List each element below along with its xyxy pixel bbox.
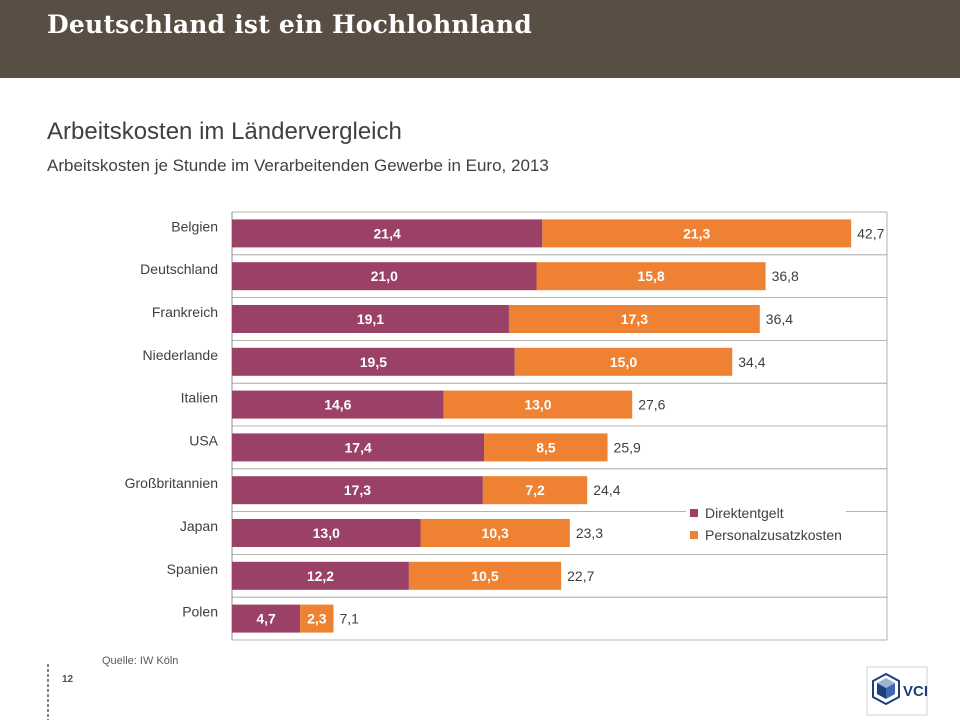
legend-swatch-personalzusatzkosten: [690, 531, 698, 539]
category-label: Frankreich: [152, 304, 218, 320]
legend-label-direktentgelt: Direktentgelt: [705, 505, 784, 521]
category-label: Polen: [182, 604, 218, 620]
chart-subtitle: Arbeitskosten je Stunde im Verarbeitende…: [47, 156, 549, 175]
bar-personalzusatzkosten: [484, 433, 608, 462]
bar-value-label: 21,3: [683, 225, 710, 241]
chart-title: Arbeitskosten im Ländervergleich: [47, 118, 402, 145]
category-label: Spanien: [167, 561, 218, 577]
bar-value-label: 17,3: [344, 482, 371, 498]
bar-direktentgelt: [232, 390, 444, 419]
bar-value-label: 12,2: [307, 568, 334, 584]
bar-value-label: 2,3: [307, 611, 327, 627]
bar-personalzusatzkosten: [443, 390, 633, 419]
left-decoration: [47, 664, 49, 720]
bar-personalzusatzkosten: [542, 219, 852, 248]
bar-chart: Belgien 21,4 21,3 42,7 Deutschland 21,0 15,8 36…: [125, 211, 888, 641]
bar-value-label: 4,7: [256, 611, 276, 627]
total-label: 27,6: [638, 397, 665, 413]
bar-value-label: 19,5: [360, 354, 387, 370]
bar-personalzusatzkosten: [508, 305, 760, 333]
bar-value-label: 21,4: [374, 225, 401, 241]
bar-direktentgelt: [232, 604, 301, 633]
total-label: 22,7: [567, 568, 594, 584]
bar-value-label: 14,6: [324, 397, 351, 413]
bar-personalzusatzkosten: [482, 476, 588, 505]
category-label: USA: [189, 432, 218, 448]
bar-value-label: 13,0: [524, 397, 551, 413]
legend-item-direktentgelt: Direktentgelt: [690, 502, 842, 524]
bar-direktentgelt: [232, 433, 485, 462]
page-number: 12: [62, 674, 74, 685]
bar-personalzusatzkosten: [536, 262, 766, 291]
total-label: 23,3: [576, 525, 603, 541]
bar-value-label: 19,1: [357, 311, 384, 327]
bar-value-label: 10,3: [482, 525, 509, 541]
bar-value-label: 21,0: [371, 268, 398, 284]
bar-direktentgelt: [232, 476, 483, 505]
category-label: Japan: [180, 518, 218, 534]
total-label: 7,1: [340, 611, 360, 627]
bar-personalzusatzkosten: [300, 604, 334, 633]
svg-text:VCI: VCI: [903, 683, 928, 700]
category-label: Großbritannien: [125, 475, 218, 491]
bar-personalzusatzkosten: [408, 561, 562, 590]
bar-direktentgelt: [232, 219, 543, 248]
bar-value-label: 17,3: [621, 311, 648, 327]
bar-value-label: 8,5: [536, 439, 556, 455]
total-label: 24,4: [593, 482, 620, 498]
total-label: 25,9: [614, 439, 641, 455]
category-label: Deutschland: [140, 261, 218, 277]
vci-logo: VCI: [866, 666, 928, 716]
bar-direktentgelt: [232, 561, 409, 590]
legend-label-personalzusatzkosten: Personalzusatzkosten: [705, 527, 842, 543]
bar-personalzusatzkosten: [514, 347, 733, 376]
total-label: 42,7: [857, 225, 884, 241]
bar-value-label: 10,5: [471, 568, 498, 584]
bar-direktentgelt: [232, 347, 515, 376]
total-label: 36,4: [766, 311, 793, 327]
page-title: Deutschland ist ein Hochlohnland: [47, 10, 532, 39]
legend-item-personalzusatzkosten: Personalzusatzkosten: [690, 524, 842, 546]
bar-direktentgelt: [232, 305, 509, 333]
source-note: Quelle: IW Köln: [102, 655, 179, 667]
bar-value-label: 15,0: [610, 354, 637, 370]
legend-swatch-direktentgelt: [690, 509, 698, 517]
category-label: Italien: [181, 390, 218, 406]
bar-value-label: 15,8: [637, 268, 664, 284]
bar-direktentgelt: [232, 262, 537, 291]
total-label: 36,8: [772, 268, 799, 284]
bar-personalzusatzkosten: [420, 519, 570, 547]
bar-value-label: 7,2: [525, 482, 545, 498]
bar-value-label: 17,4: [345, 439, 372, 455]
chart-legend: Direktentgelt Personalzusatzkosten: [686, 500, 846, 548]
category-label: Belgien: [171, 218, 218, 234]
category-label: Niederlande: [143, 347, 219, 363]
bar-direktentgelt: [232, 519, 421, 547]
total-label: 34,4: [738, 354, 765, 370]
bar-value-label: 13,0: [313, 525, 340, 541]
header-bar: Deutschland ist ein Hochlohnland: [0, 0, 960, 78]
